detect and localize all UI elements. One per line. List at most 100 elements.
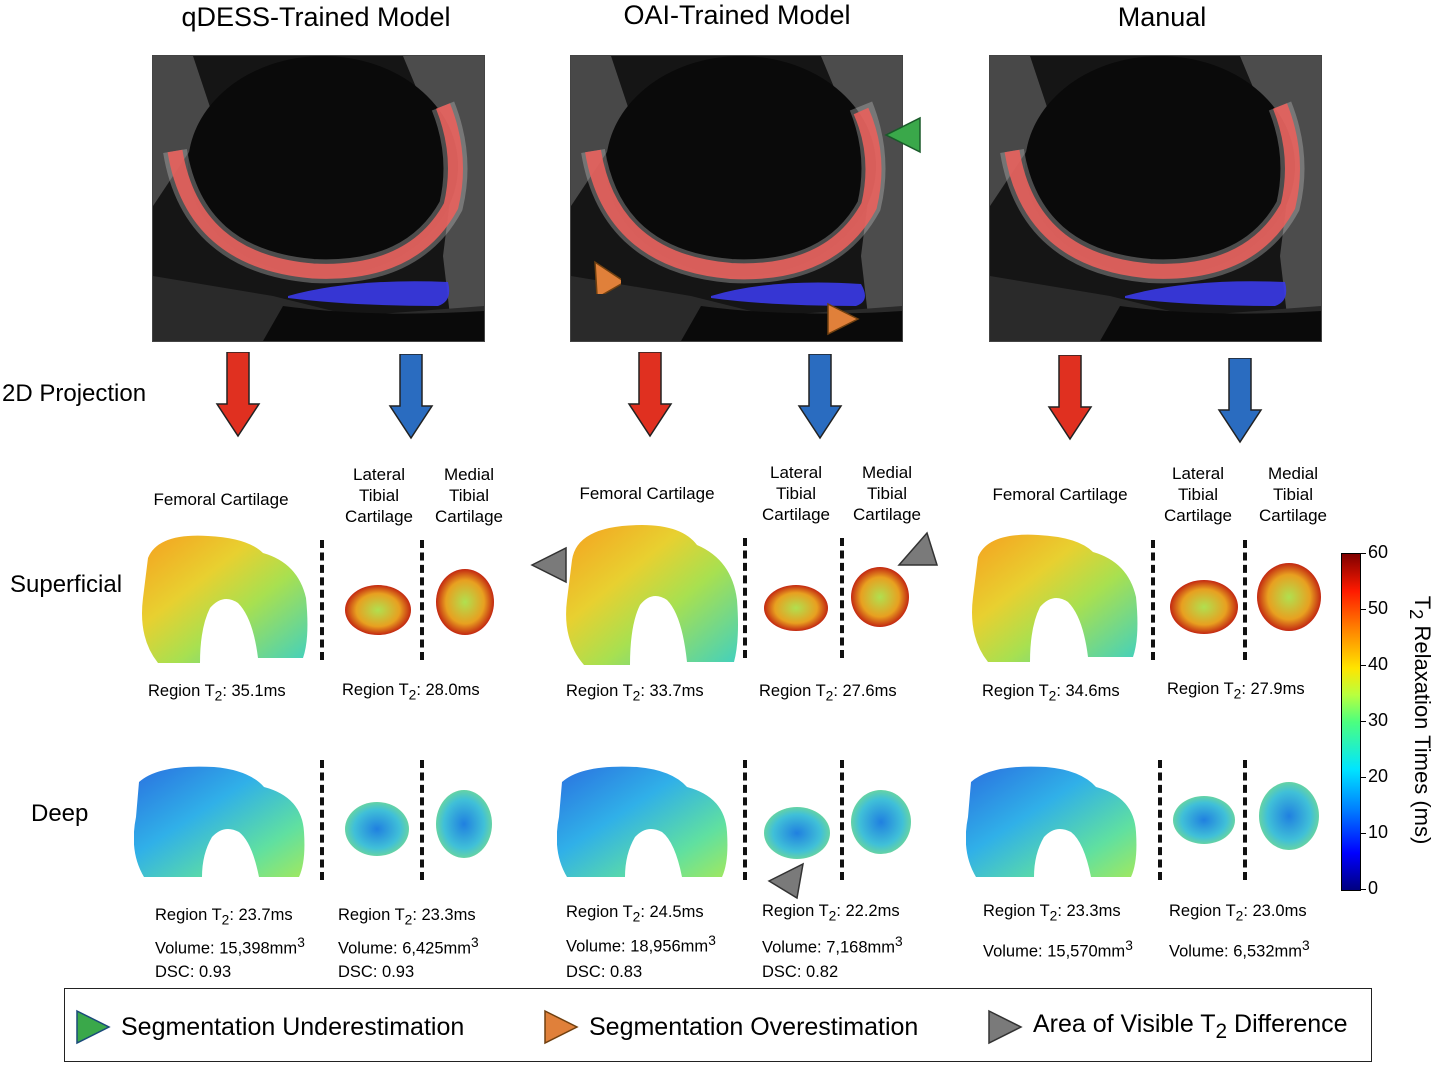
dsc-stat: DSC: 0.82 <box>762 963 839 981</box>
underestimation-marker-icon <box>884 116 922 154</box>
colorbar-tick <box>1360 833 1366 834</box>
legend-underestimation-label: Segmentation Underestimation <box>121 1012 465 1041</box>
femoral-title: Femoral Cartilage <box>579 484 715 503</box>
separator-line <box>1158 760 1162 880</box>
separator-line <box>1243 760 1247 880</box>
colorbar-tick <box>1360 777 1366 778</box>
medial-tibial-t2-map-deep <box>849 788 913 856</box>
separator-line <box>840 538 844 658</box>
lateral-tibial-t2-map-superficial <box>762 583 830 633</box>
separator-line <box>840 760 844 880</box>
lateral-tibial-t2-map-deep <box>762 805 832 861</box>
colorbar-tick <box>1360 553 1366 554</box>
separator-line <box>1151 540 1155 660</box>
difference-marker-icon <box>767 862 805 900</box>
overestimation-marker-icon <box>585 258 621 294</box>
femoral-overlay <box>167 103 463 279</box>
femoral-arrow-icon <box>215 352 261 438</box>
region-t2-stat: Region T2: 24.5ms <box>566 903 704 925</box>
region-t2-stat: Region T2: 27.6ms <box>759 682 897 704</box>
region-t2-stat: Region T2: 35.1ms <box>148 682 286 704</box>
t2-colorbar <box>1341 553 1361 891</box>
region-t2-stat: Region T2: 23.7ms <box>155 906 293 928</box>
deep-label: Deep <box>31 800 89 827</box>
lateral-tibial-title: Lateral Tibial Cartilage <box>761 463 831 524</box>
separator-line <box>743 538 747 658</box>
separator-line <box>420 540 424 660</box>
column-title-manual: Manual <box>1117 2 1207 32</box>
region-t2-stat: Region T2: 23.3ms <box>983 902 1121 924</box>
difference-marker-icon <box>530 546 568 584</box>
colorbar-tick <box>1360 889 1366 890</box>
femoral-t2-map-superficial <box>562 520 742 670</box>
volume-stat: Volume: 7,168mm3 <box>762 934 903 957</box>
separator-line <box>743 760 747 880</box>
femoral-title: Femoral Cartilage <box>992 485 1128 504</box>
overestimation-triangle-icon <box>543 1009 579 1045</box>
mri-image-oai <box>570 55 903 342</box>
legend-overestimation: Segmentation Overestimation <box>543 1009 918 1045</box>
lateral-tibial-t2-map-deep <box>1171 794 1237 846</box>
projection-label: 2D Projection <box>2 380 147 407</box>
region-t2-stat: Region T2: 33.7ms <box>566 682 704 704</box>
underestimation-triangle-icon <box>75 1009 111 1045</box>
colorbar-label: T2 Relaxation Times (ms) <box>1405 595 1436 845</box>
colorbar-tick <box>1360 665 1366 666</box>
femoral-arrow-icon <box>627 352 673 438</box>
region-t2-stat: Region T2: 23.3ms <box>338 906 476 928</box>
femoral-overlay <box>585 107 882 280</box>
legend-difference: Area of Visible T2 Difference <box>987 1009 1348 1045</box>
medial-tibial-title: Medial Tibial Cartilage <box>434 465 504 526</box>
colorbar-tick-label: 30 <box>1368 710 1389 730</box>
column-title-oai: OAI-Trained Model <box>623 0 851 30</box>
region-t2-stat: Region T2: 34.6ms <box>982 682 1120 704</box>
tibial-overlay <box>288 281 450 306</box>
legend-box: Segmentation Underestimation Segmentatio… <box>64 988 1372 1062</box>
difference-marker-icon <box>897 531 939 567</box>
separator-line <box>320 760 324 880</box>
colorbar-tick-label: 0 <box>1368 878 1379 898</box>
region-t2-stat: Region T2: 27.9ms <box>1167 680 1305 702</box>
medial-tibial-t2-map-superficial <box>434 567 496 637</box>
medial-tibial-title: Medial Tibial Cartilage <box>1258 464 1328 525</box>
lateral-tibial-t2-map-superficial <box>343 583 413 638</box>
medial-tibial-title: Medial Tibial Cartilage <box>852 463 922 524</box>
femoral-arrow-icon <box>1047 355 1093 441</box>
column-title-qdess: qDESS-Trained Model <box>181 2 451 32</box>
lateral-tibial-t2-map-superficial <box>1168 578 1240 636</box>
tibial-arrow-icon <box>797 354 843 440</box>
medial-tibial-t2-map-deep <box>434 788 494 860</box>
tibial-arrow-icon <box>388 354 434 440</box>
legend-overestimation-label: Segmentation Overestimation <box>589 1012 919 1041</box>
colorbar-tick-label: 50 <box>1368 598 1389 618</box>
separator-line <box>420 760 424 880</box>
lateral-tibial-title: Lateral Tibial Cartilage <box>1163 464 1233 525</box>
colorbar-tick <box>1360 721 1366 722</box>
lateral-tibial-t2-map-deep <box>343 800 411 858</box>
femoral-t2-map-deep <box>966 762 1146 880</box>
volume-stat: Volume: 6,425mm3 <box>338 935 479 958</box>
legend-underestimation: Segmentation Underestimation <box>75 1009 464 1045</box>
overestimation-marker-icon <box>826 302 860 336</box>
separator-line <box>1243 540 1247 660</box>
region-t2-stat: Region T2: 23.0ms <box>1169 902 1307 924</box>
medial-tibial-t2-map-deep <box>1257 780 1321 852</box>
medial-tibial-t2-map-superficial <box>849 565 911 630</box>
femoral-title: Femoral Cartilage <box>153 490 289 509</box>
colorbar-tick-label: 10 <box>1368 822 1389 842</box>
mri-image-qdess <box>152 55 485 342</box>
femoral-t2-map-superficial <box>968 527 1143 667</box>
dsc-stat: DSC: 0.93 <box>338 963 415 981</box>
femoral-t2-map-deep <box>134 762 314 880</box>
tibial-arrow-icon <box>1217 358 1263 444</box>
medial-tibial-t2-map-superficial <box>1255 561 1323 633</box>
legend-difference-label: Area of Visible T2 Difference <box>1033 1010 1348 1043</box>
colorbar-tick-label: 40 <box>1368 654 1389 674</box>
volume-stat: Volume: 6,532mm3 <box>1169 938 1310 961</box>
colorbar-tick-label: 60 <box>1368 542 1389 562</box>
femoral-t2-map-deep <box>557 762 737 880</box>
region-t2-stat: Region T2: 22.2ms <box>762 902 900 924</box>
colorbar-tick <box>1360 609 1366 610</box>
femoral-overlay <box>1004 103 1300 279</box>
volume-stat: Volume: 18,956mm3 <box>566 933 716 956</box>
